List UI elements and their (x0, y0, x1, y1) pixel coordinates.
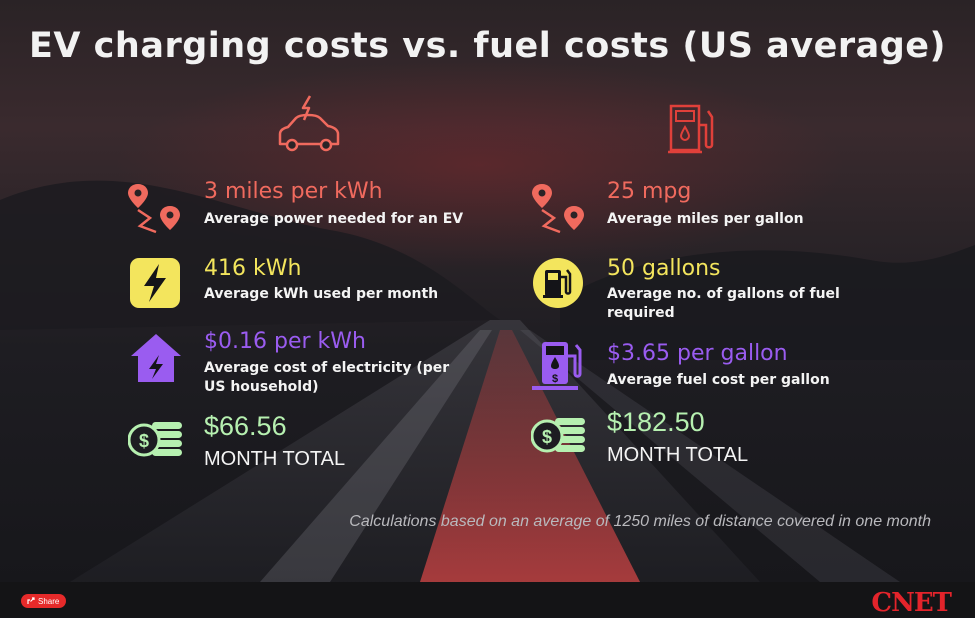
gas-month-total-value: $182.50 (607, 407, 705, 437)
svg-text:$: $ (542, 427, 552, 447)
lightning-icon (130, 258, 180, 308)
ev-efficiency-label: Average power needed for an EV (204, 211, 464, 227)
svg-text:$: $ (139, 431, 149, 451)
svg-text:$: $ (552, 373, 558, 385)
ev-efficiency-value: 3 miles per kWh (204, 179, 383, 204)
electric-car-icon (278, 95, 340, 152)
fuel-pump-circle-icon (533, 258, 583, 308)
house-power-icon (131, 334, 181, 382)
cnet-logo: CNET (871, 588, 952, 618)
coins-icon: $ (531, 418, 585, 453)
player-bottom-bar (0, 582, 975, 617)
share-button[interactable]: Share (21, 594, 67, 608)
share-label: Share (38, 596, 60, 606)
gas-fuel-cost-value: $3.65 per gallon (607, 341, 788, 366)
share-icon (27, 597, 35, 604)
gas-gallons-label: Average no. of gallons of fuel required (607, 286, 840, 321)
gas-mpg-label: Average miles per gallon (607, 211, 804, 227)
gas-mpg-value: 25 mpg (607, 179, 692, 204)
ev-month-total-value: $66.56 (204, 411, 287, 441)
fuel-price-icon: $ (532, 342, 582, 390)
infographic-stage: EV charging costs vs. fuel costs (US ave… (0, 0, 975, 582)
route-pin-icon (128, 184, 180, 234)
ev-electricity-cost-label: Average cost of electricity (per US hous… (204, 360, 450, 395)
gas-month-total-label: MONTH TOTAL (607, 444, 749, 466)
gas-gallons-value: 50 gallons (607, 256, 721, 281)
ev-monthly-kwh-label: Average kWh used per month (204, 286, 439, 302)
ev-month-total-label: MONTH TOTAL (204, 448, 346, 470)
page-title: EV charging costs vs. fuel costs (US ave… (28, 26, 947, 66)
gas-fuel-cost-label: Average fuel cost per gallon (607, 372, 830, 388)
route-pin-icon (532, 184, 584, 234)
calculation-footnote: Calculations based on an average of 1250… (349, 513, 931, 530)
coins-icon: $ (128, 422, 182, 457)
ev-electricity-cost-value: $0.16 per kWh (204, 329, 366, 354)
fuel-pump-icon (668, 104, 714, 154)
ev-monthly-kwh-value: 416 kWh (204, 256, 302, 281)
highway-background (70, 320, 900, 582)
